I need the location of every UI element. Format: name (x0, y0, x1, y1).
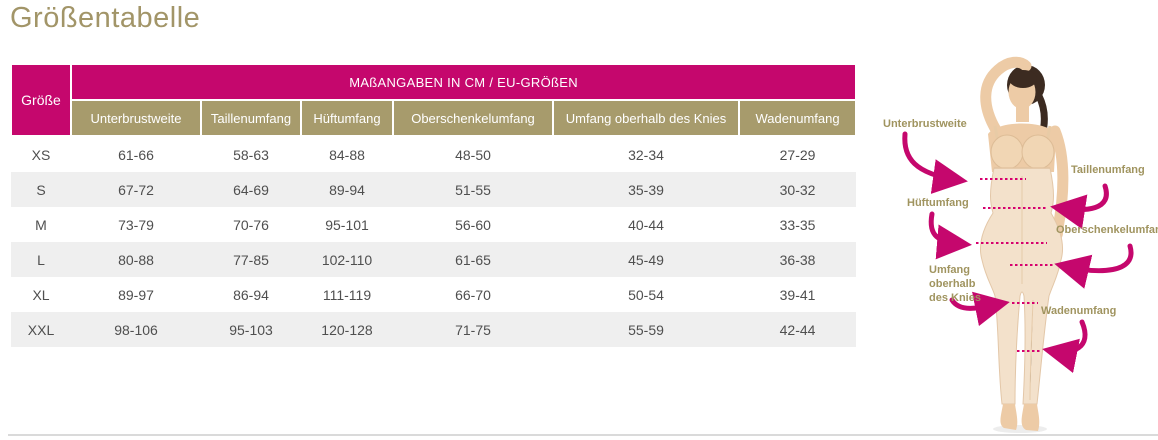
value-cell: 42-44 (739, 312, 857, 347)
figure-label-unterbrustweite: Unterbrustweite (883, 118, 967, 130)
value-cell: 36-38 (739, 242, 857, 277)
value-cell: 27-29 (779, 146, 816, 163)
garment-leg-seam (1029, 299, 1034, 401)
table-band-header: MAßANGABEN IN CM / EU-GRÖßEN (69, 63, 858, 101)
unterbrustweite-arrow (902, 131, 968, 194)
value-cell: 45-49 (553, 242, 739, 277)
bra-cup-right (1021, 134, 1055, 170)
value-cell: 70-76 (233, 216, 269, 233)
value-cell: 95-103 (201, 312, 301, 347)
value-cell: 98-106 (71, 312, 201, 347)
column-header-umfang-oberhalb-des-knies: Umfang oberhalb des Knies (552, 99, 740, 137)
size-cell: S (11, 172, 71, 207)
foot-right (1021, 404, 1040, 431)
value-cell: 67-72 (71, 172, 201, 207)
value-cell: 95-101 (325, 216, 369, 233)
table-row-s: S 67-72 64-69 89-94 51-55 35-39 30-32 (11, 172, 857, 207)
size-cell: XXL (11, 312, 71, 347)
figure-label-umfang-oberhalb-des-knies: Umfang oberhalb des Knies (929, 264, 981, 304)
value-cell: 80-88 (71, 242, 201, 277)
value-cell: 66-70 (455, 286, 491, 303)
column-header-unterbrustweite: Unterbrustweite (70, 99, 202, 137)
value-cell: 120-128 (301, 312, 393, 347)
bra-cup-left (990, 134, 1024, 170)
table-row-xl: XL 89-97 86-94 111-119 66-70 50-54 39-41 (11, 277, 856, 312)
value-cell: 40-44 (628, 216, 664, 233)
value-cell: 48-50 (455, 146, 491, 163)
measurement-lines (976, 178, 1053, 352)
value-cell: 50-54 (628, 286, 664, 303)
table-row-xs: XS 61-66 58-63 84-88 48-50 32-34 27-29 (11, 136, 856, 172)
wadenumfang-arrow (1042, 319, 1088, 374)
value-cell: 84-88 (329, 146, 365, 163)
column-header-hueftumfang: Hüftumfang (300, 99, 394, 137)
size-column-header: Größe (10, 63, 72, 137)
figure-label-hueftumfang: Hüftumfang (907, 197, 969, 209)
table-row-m: M 73-79 70-76 95-101 56-60 40-44 33-35 (11, 207, 856, 242)
raised-arm (980, 56, 1032, 136)
neck (1016, 104, 1029, 122)
value-cell: 39-41 (779, 286, 816, 303)
figure-label-taillenumfang: Taillenumfang (1071, 164, 1145, 176)
hair-front (1009, 70, 1037, 88)
figure-label-wadenumfang: Wadenumfang (1041, 305, 1117, 317)
bottom-divider (8, 434, 1158, 436)
figure-label-oberschenkelumfang: Oberschenkelumfang (1056, 224, 1158, 236)
value-cell: 30-32 (739, 172, 857, 207)
hanging-arm (1049, 125, 1069, 234)
column-header-taillenumfang: Taillenumfang (200, 99, 302, 137)
value-cell: 89-97 (118, 286, 154, 303)
foot-left (1000, 404, 1018, 430)
value-cell: 55-59 (553, 312, 739, 347)
measurement-arrows (902, 131, 1134, 374)
value-cell: 86-94 (233, 286, 269, 303)
page-title: Größentabelle (10, 2, 201, 34)
size-cell: M (35, 216, 47, 233)
value-cell: 32-34 (628, 146, 664, 163)
oberschenkelumfang-arrow (1054, 243, 1134, 289)
value-cell: 33-35 (779, 216, 816, 233)
size-table: Größe MAßANGABEN IN CM / EU-GRÖßEN Unter… (10, 63, 858, 347)
table-row-l: L 80-88 77-85 102-110 61-65 45-49 36-38 (11, 242, 857, 277)
hueftumfang-arrow (928, 211, 972, 260)
size-cell: XS (31, 146, 51, 163)
taillenumfang-arrow (1050, 183, 1109, 230)
column-header-wadenumfang: Wadenumfang (737, 99, 858, 137)
size-cell: L (11, 242, 71, 277)
column-header-oberschenkelumfang: Oberschenkelumfang (392, 99, 554, 137)
value-cell: 56-60 (455, 216, 491, 233)
umfang-oberhalb-des-knies-arrow (949, 291, 1010, 327)
value-cell: 71-75 (393, 312, 553, 347)
measurement-figure: Unterbrustweite Taillenumfang Hüftumfang… (870, 0, 1158, 440)
value-cell: 111-119 (322, 286, 372, 303)
value-cell: 102-110 (301, 242, 393, 277)
value-cell: 51-55 (393, 172, 553, 207)
value-cell: 73-79 (118, 216, 154, 233)
body-figure-illustration (902, 56, 1134, 433)
value-cell: 58-63 (233, 146, 269, 163)
value-cell: 61-66 (118, 146, 154, 163)
value-cell: 89-94 (301, 172, 393, 207)
value-cell: 77-85 (201, 242, 301, 277)
value-cell: 61-65 (393, 242, 553, 277)
size-cell: XL (32, 286, 50, 303)
table-row-xxl: XXL 98-106 95-103 120-128 71-75 55-59 42… (11, 312, 857, 347)
value-cell: 35-39 (553, 172, 739, 207)
value-cell: 64-69 (201, 172, 301, 207)
